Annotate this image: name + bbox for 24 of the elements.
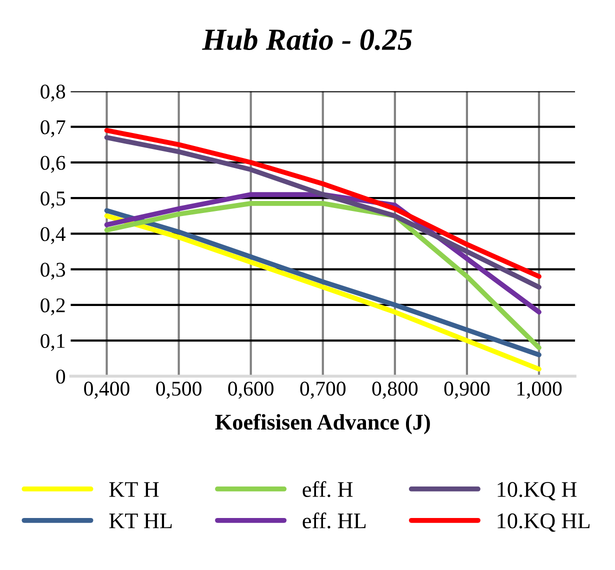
legend-label: eff. H	[302, 481, 353, 498]
x-tick-label: 0,800	[372, 382, 418, 399]
x-tick-label: 0,400	[84, 382, 130, 399]
x-tick-label: 0,900	[444, 382, 490, 399]
x-tick-label: 1,000	[517, 382, 562, 399]
y-tick-label: 0,4	[40, 227, 66, 244]
y-tick-label: 0,2	[40, 298, 65, 316]
y-tick-label: 0,7	[40, 120, 66, 138]
legend-label: eff. HL	[302, 512, 366, 528]
y-tick-label: 0,8	[40, 84, 66, 102]
y-tick-label: 0,6	[40, 156, 66, 173]
y-tick-label: 0,3	[40, 262, 66, 280]
legend-label: KT HL	[109, 514, 172, 528]
legend-label: 10.KQ HL	[498, 513, 590, 532]
y-tick-label: 0,1	[40, 334, 65, 352]
x-tick-label: 0,600	[228, 382, 274, 399]
y-tick-label: 0	[56, 370, 66, 384]
legend-label: KT H	[109, 482, 159, 497]
y-tick-label: 0,5	[40, 191, 66, 209]
x-tick-label: 0,500	[156, 382, 202, 399]
x-tick-label: 0,700	[300, 382, 346, 399]
x-axis-title: Koefisisen Advance (J)	[215, 414, 430, 434]
legend-label: 10.KQ H	[498, 482, 577, 500]
chart-title: Hub Ratio - 0.25	[202, 28, 412, 50]
